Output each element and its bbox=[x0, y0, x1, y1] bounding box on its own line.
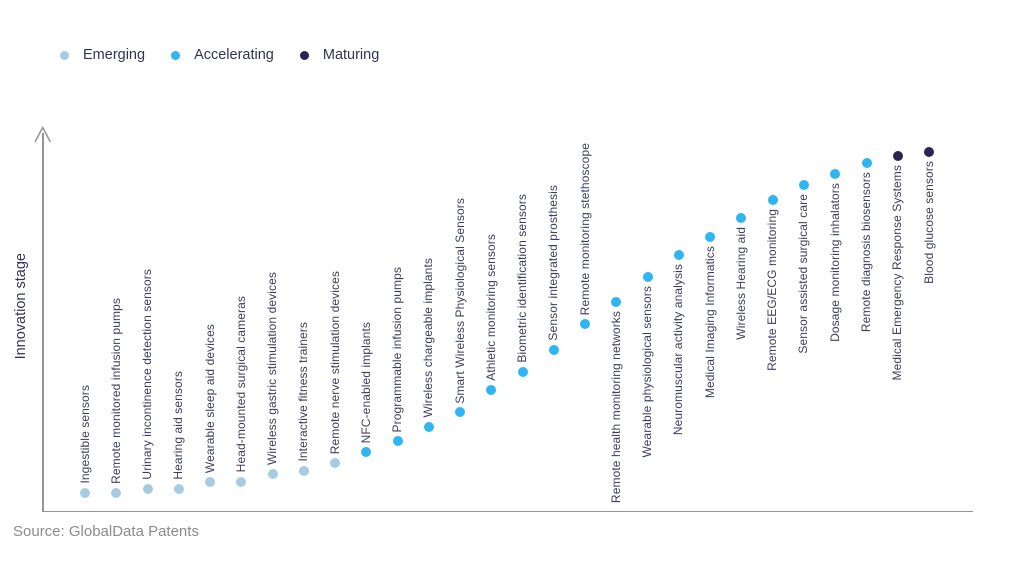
data-point-label: Head-mounted surgical cameras bbox=[233, 296, 248, 473]
emerging-dot-icon bbox=[60, 50, 69, 60]
data-point-label: Remote nerve stimulation devices bbox=[327, 271, 342, 455]
data-point-dot bbox=[455, 407, 466, 418]
data-point-dot bbox=[142, 484, 153, 495]
legend-item-maturing: Maturing bbox=[299, 47, 380, 63]
data-point-label: Medical Emergency Response Systems bbox=[890, 164, 905, 381]
legend: Emerging Accelerating Maturing bbox=[60, 47, 379, 63]
data-point-label: Ingestible sensors bbox=[77, 385, 92, 484]
data-point-label: Wireless Hearing aid bbox=[733, 227, 748, 340]
data-point-label: Interactive fitness trainers bbox=[296, 322, 311, 462]
data-point-dot bbox=[298, 465, 309, 476]
data-point-dot bbox=[580, 319, 591, 330]
data-point-dot bbox=[330, 458, 341, 469]
legend-label-accelerating: Accelerating bbox=[194, 47, 274, 63]
data-point-dot bbox=[611, 297, 622, 308]
data-point-dot bbox=[736, 213, 747, 224]
data-point-dot bbox=[361, 447, 372, 458]
data-point-dot bbox=[236, 476, 247, 487]
data-point-label: Smart Wireless Physiological Sensors bbox=[452, 197, 467, 404]
accelerating-dot-icon bbox=[171, 50, 181, 60]
data-point-label: Wearable physiological sensors bbox=[640, 285, 655, 458]
data-point-label: Remote monitored infusion pumps bbox=[108, 297, 123, 484]
y-axis-title: Innovation stage bbox=[13, 253, 29, 360]
data-point-label: Athletic monitoring sensors bbox=[483, 234, 498, 382]
legend-label-maturing: Maturing bbox=[322, 47, 380, 63]
data-point-label: Wireless chargeable implants bbox=[421, 258, 436, 418]
data-point-label: Urinary incontinence detection sensors bbox=[140, 269, 155, 481]
data-point-label: Sensor assisted surgical care bbox=[796, 194, 811, 354]
data-point-dot bbox=[892, 150, 903, 161]
data-point-label: Dosage monitoring inhalators bbox=[827, 183, 842, 343]
legend-label-emerging: Emerging bbox=[83, 47, 146, 63]
x-axis-line bbox=[42, 510, 973, 512]
source-caption: Source: GlobalData Patents bbox=[13, 523, 199, 540]
data-point-dot bbox=[705, 231, 716, 242]
data-point-dot bbox=[267, 469, 278, 480]
data-point-dot bbox=[80, 487, 90, 498]
data-point-dot bbox=[205, 476, 216, 487]
data-point-dot bbox=[642, 271, 653, 282]
data-point-label: Remote EEG/ECG monitoring bbox=[765, 208, 780, 371]
data-point-label: Blood glucose sensors bbox=[921, 161, 936, 285]
data-point-label: Hearing aid sensors bbox=[171, 371, 186, 481]
data-point-label: Remote diagnosis biosensors bbox=[859, 172, 873, 333]
y-axis-arrow-icon bbox=[34, 126, 52, 143]
data-point-dot bbox=[517, 366, 528, 377]
data-point-label: Sensor integrated prosthesis bbox=[546, 185, 561, 341]
y-axis-line bbox=[42, 133, 44, 512]
data-point-dot bbox=[861, 158, 872, 169]
data-point-dot bbox=[173, 484, 184, 495]
data-point-label: Wireless gastric stimulation devices bbox=[265, 272, 280, 466]
data-point-dot bbox=[486, 385, 497, 396]
data-point-label: Neuromuscular activity analysis bbox=[671, 263, 686, 435]
data-point-label: Biometric identification sensors bbox=[515, 194, 530, 363]
legend-item-accelerating: Accelerating bbox=[171, 47, 274, 63]
data-point-dot bbox=[924, 147, 935, 158]
data-point-dot bbox=[111, 487, 122, 498]
data-point-dot bbox=[798, 180, 809, 191]
data-point-dot bbox=[767, 194, 778, 205]
data-point-dot bbox=[673, 249, 684, 260]
data-point-label: Programmable infusion pumps bbox=[390, 267, 405, 433]
data-point-label: Remote monitoring stethoscope bbox=[577, 143, 592, 316]
maturing-dot-icon bbox=[299, 50, 309, 60]
data-point-label: NFC-enabled implants bbox=[358, 322, 373, 444]
data-point-dot bbox=[392, 436, 403, 447]
legend-item-emerging: Emerging bbox=[60, 47, 145, 63]
data-point-label: Medical Imaging Informatics bbox=[702, 245, 717, 398]
data-point-dot bbox=[830, 169, 841, 180]
data-point-dot bbox=[423, 421, 434, 432]
data-point-label: Remote health monitoring networks bbox=[608, 311, 623, 504]
data-point-label: Wearable sleep aid devices bbox=[202, 323, 217, 473]
data-point-dot bbox=[548, 344, 559, 355]
